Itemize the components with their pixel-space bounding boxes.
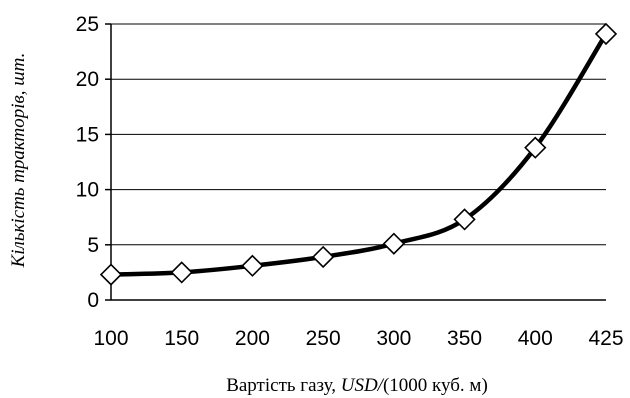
- x-tick-label: 400: [518, 327, 553, 350]
- data-point-marker: [312, 245, 335, 269]
- y-tick-label: 0: [87, 289, 99, 312]
- y-tick-label: 15: [76, 123, 99, 146]
- x-axis-title-part-2: USD/: [341, 375, 385, 396]
- data-point-marker: [594, 22, 618, 46]
- x-tick-label: 150: [164, 327, 199, 350]
- y-tick-label: 25: [76, 13, 99, 36]
- y-axis-title: Кількість тракторів, шт.: [8, 53, 29, 269]
- axes: [105, 23, 606, 301]
- x-tick-labels: 100 150 200 250 300 350 400 425: [93, 327, 623, 350]
- x-axis-title: Вартість газу, USD/(1000 куб. м): [226, 375, 488, 396]
- data-point-marker: [382, 232, 405, 255]
- y-tick-labels: 0 5 10 15 20 25: [76, 13, 99, 312]
- x-tick-label: 425: [588, 327, 623, 350]
- data-point-marker: [170, 261, 193, 284]
- x-tick-label: 250: [306, 327, 341, 350]
- x-tick-label: 100: [93, 327, 128, 350]
- x-tick-label: 350: [447, 327, 482, 350]
- y-tick-label: 10: [76, 179, 99, 202]
- y-tick-label: 5: [87, 234, 99, 257]
- data-point-marker: [453, 208, 476, 231]
- y-tick-label: 20: [76, 68, 99, 91]
- data-point-marker: [241, 254, 264, 277]
- x-tick-label: 200: [235, 327, 270, 350]
- x-axis-title-part-3: (1000 куб. м): [383, 375, 488, 396]
- x-axis-title-part-1: Вартість газу,: [226, 375, 341, 396]
- gridlines: [111, 23, 606, 246]
- data-point-marker: [99, 263, 123, 286]
- data-series: [99, 22, 618, 286]
- x-tick-label: 300: [376, 327, 411, 350]
- data-point-marker: [524, 136, 547, 159]
